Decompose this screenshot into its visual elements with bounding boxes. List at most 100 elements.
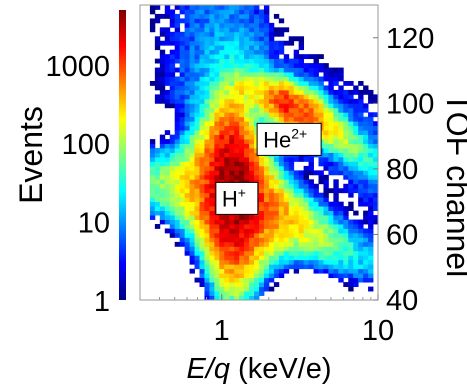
heatmap-cell <box>184 246 190 252</box>
heatmap-cell <box>229 295 235 300</box>
heatmap-cell <box>204 139 210 144</box>
heatmap-cell <box>328 201 334 207</box>
heatmap-cell <box>189 40 195 46</box>
heatmap-cell <box>184 152 190 158</box>
heatmap-cell <box>338 116 344 122</box>
heatmap-cell <box>338 112 344 118</box>
heatmap-cell <box>164 156 171 162</box>
heatmap-cell <box>234 22 240 28</box>
heatmap-cell <box>239 58 245 64</box>
heatmap-cell <box>313 237 319 243</box>
heatmap-cell <box>283 170 290 176</box>
heatmap-cell <box>273 27 280 33</box>
heatmap-cell <box>169 165 176 171</box>
heatmap-cell <box>174 188 181 194</box>
heatmap-cell <box>179 174 186 180</box>
heatmap-cell <box>293 67 300 73</box>
heatmap-cell <box>244 148 250 153</box>
heatmap-cell <box>254 80 260 86</box>
heatmap-cell <box>298 80 305 86</box>
heatmap-cell <box>333 67 339 73</box>
heatmap-cell <box>239 36 245 42</box>
heatmap-cell <box>209 282 215 287</box>
heatmap-cell <box>313 255 319 261</box>
heatmap-cell <box>318 264 324 270</box>
heatmap-cell <box>179 201 186 207</box>
heatmap-cell <box>234 116 240 122</box>
heatmap-cell <box>249 45 255 51</box>
heatmap-cell <box>263 246 270 252</box>
heatmap-cell <box>268 259 275 265</box>
heatmap-cell <box>214 174 220 180</box>
heatmap-cell <box>214 228 220 234</box>
heatmap-cell <box>323 201 329 207</box>
heatmap-cell <box>268 76 275 82</box>
y-tick-label: 100 <box>386 88 434 120</box>
heatmap-cell <box>219 67 225 73</box>
heatmap-cell <box>209 67 215 73</box>
heatmap-cell <box>184 31 190 37</box>
heatmap-cell <box>259 282 265 287</box>
heatmap-cell <box>268 72 275 77</box>
heatmap-cell <box>333 139 339 144</box>
heatmap-cell <box>368 246 374 252</box>
heatmap-cell <box>288 201 295 207</box>
heatmap-cell <box>184 40 190 46</box>
heatmap-cell <box>179 130 186 136</box>
heatmap-cell <box>159 152 166 158</box>
heatmap-cell <box>254 286 260 292</box>
heatmap-cell <box>199 264 205 270</box>
heatmap-cell <box>174 206 181 212</box>
heatmap-cell <box>159 197 166 203</box>
heatmap-cell <box>363 85 369 91</box>
heatmap-cell <box>204 215 210 220</box>
heatmap-cell <box>229 125 235 131</box>
heatmap-cell <box>204 40 210 46</box>
heatmap-cell <box>368 170 374 176</box>
heatmap-cell <box>363 215 369 220</box>
heatmap-cell <box>164 63 171 68</box>
heatmap-cell <box>313 54 319 60</box>
heatmap-cell <box>149 27 156 33</box>
heatmap-cell <box>204 76 210 82</box>
heatmap-cell <box>328 121 334 127</box>
heatmap-cell <box>239 103 245 109</box>
heatmap-cell <box>164 174 171 180</box>
x-tick-label: 10 <box>362 315 394 347</box>
heatmap-cell <box>234 85 240 91</box>
heatmap-cell <box>174 22 181 28</box>
heatmap-cell <box>259 224 265 229</box>
heatmap-cell <box>229 179 235 185</box>
heatmap-cell <box>298 246 305 252</box>
heatmap-cell <box>298 174 305 180</box>
heatmap-cell <box>209 170 215 176</box>
heatmap-cell <box>229 152 235 158</box>
heatmap-cell <box>159 210 166 216</box>
heatmap-cell <box>179 58 186 64</box>
heatmap-cell <box>363 268 369 274</box>
heatmap-cell <box>293 116 300 122</box>
heatmap-cell <box>273 174 280 180</box>
heatmap-cell <box>239 219 245 225</box>
heatmap-cell <box>259 255 265 261</box>
heatmap-cell <box>268 206 275 212</box>
heatmap-cell <box>268 40 275 46</box>
heatmap-cell <box>303 219 309 225</box>
heatmap-cell <box>209 183 215 189</box>
heatmap-cell <box>343 232 349 238</box>
heatmap-cell <box>154 192 161 198</box>
heatmap-cell <box>288 192 295 198</box>
heatmap-cell <box>149 206 156 212</box>
heatmap-cell <box>229 13 235 19</box>
heatmap-cell <box>179 31 186 37</box>
heatmap-cell <box>219 134 225 140</box>
heatmap-cell <box>154 45 161 51</box>
heatmap-cell <box>318 215 324 220</box>
heatmap-cell <box>363 255 369 261</box>
heatmap-cell <box>373 139 378 144</box>
heatmap-cell <box>179 94 186 100</box>
heatmap-cell <box>254 63 260 68</box>
heatmap-cell <box>298 98 305 104</box>
heatmap-cell <box>273 116 280 122</box>
heatmap-cell <box>259 264 265 270</box>
